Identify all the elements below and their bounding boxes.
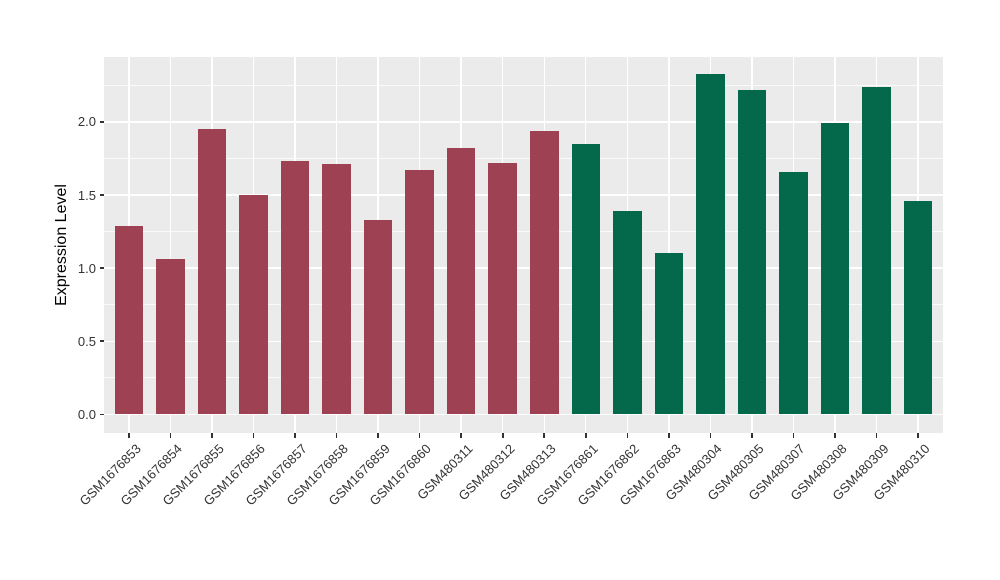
bar-GSM1676858	[322, 164, 351, 415]
x-tick-mark	[335, 433, 338, 438]
y-tick-mark	[99, 121, 104, 123]
x-tick-mark	[377, 433, 379, 438]
y-tick-label: 1.5	[77, 187, 96, 203]
bar-GSM1676854	[156, 259, 185, 415]
y-tick-label: 0.0	[77, 406, 96, 422]
x-tick-mark	[418, 433, 421, 438]
bar-GSM1676856	[239, 195, 268, 415]
x-tick-mark	[501, 433, 504, 438]
bar-GSM1676855	[197, 129, 227, 415]
plot-panel	[104, 57, 943, 433]
y-tick-label: 2.0	[77, 114, 96, 130]
bar-GSM1676862	[613, 211, 642, 415]
vertical-gridline	[668, 57, 670, 433]
x-tick-mark	[128, 433, 130, 438]
x-tick-mark	[460, 433, 462, 438]
x-tick-mark	[751, 433, 753, 438]
bar-GSM480308	[820, 123, 850, 415]
x-tick-mark	[875, 433, 878, 438]
y-tick-mark	[99, 340, 104, 342]
bar-GSM480312	[488, 162, 517, 415]
x-tick-mark	[834, 433, 836, 438]
major-gridline	[104, 194, 943, 196]
x-tick-mark	[709, 433, 712, 438]
bar-GSM1676853	[114, 225, 144, 415]
y-tick-mark	[99, 194, 104, 196]
bar-GSM1676863	[654, 253, 684, 415]
x-tick-mark	[169, 433, 172, 438]
bar-GSM480310	[903, 200, 933, 415]
x-tick-mark	[917, 433, 919, 438]
bar-GSM480313	[530, 130, 559, 415]
minor-gridline	[104, 85, 943, 86]
minor-gridline	[104, 377, 943, 379]
major-gridline	[104, 121, 943, 123]
bar-GSM1676861	[571, 143, 601, 415]
y-tick-label: 0.5	[77, 333, 96, 349]
major-gridline	[104, 267, 943, 269]
bar-GSM1676860	[405, 170, 434, 415]
x-tick-mark	[211, 433, 213, 438]
x-tick-mark	[792, 433, 795, 438]
minor-gridline	[104, 158, 943, 159]
x-tick-mark	[668, 433, 670, 438]
minor-gridline	[104, 304, 943, 305]
y-tick-label: 1.0	[77, 260, 96, 276]
x-tick-mark	[626, 433, 629, 438]
x-tick-mark	[543, 433, 546, 438]
bar-GSM1676857	[280, 161, 310, 415]
y-tick-mark	[99, 413, 104, 416]
bar-GSM480305	[737, 89, 767, 415]
x-tick-mark	[294, 433, 296, 438]
vertical-gridline	[169, 57, 172, 433]
bar-GSM480304	[696, 73, 725, 415]
bar-GSM480309	[862, 86, 891, 415]
minor-gridline	[104, 231, 943, 232]
major-gridline	[104, 413, 943, 415]
x-tick-mark	[252, 433, 255, 438]
bar-GSM480311	[446, 148, 476, 415]
x-tick-mark	[585, 433, 587, 438]
bar-GSM480307	[779, 171, 808, 415]
major-gridline	[104, 340, 943, 342]
y-tick-mark	[99, 267, 104, 269]
bar-GSM1676859	[363, 219, 393, 415]
